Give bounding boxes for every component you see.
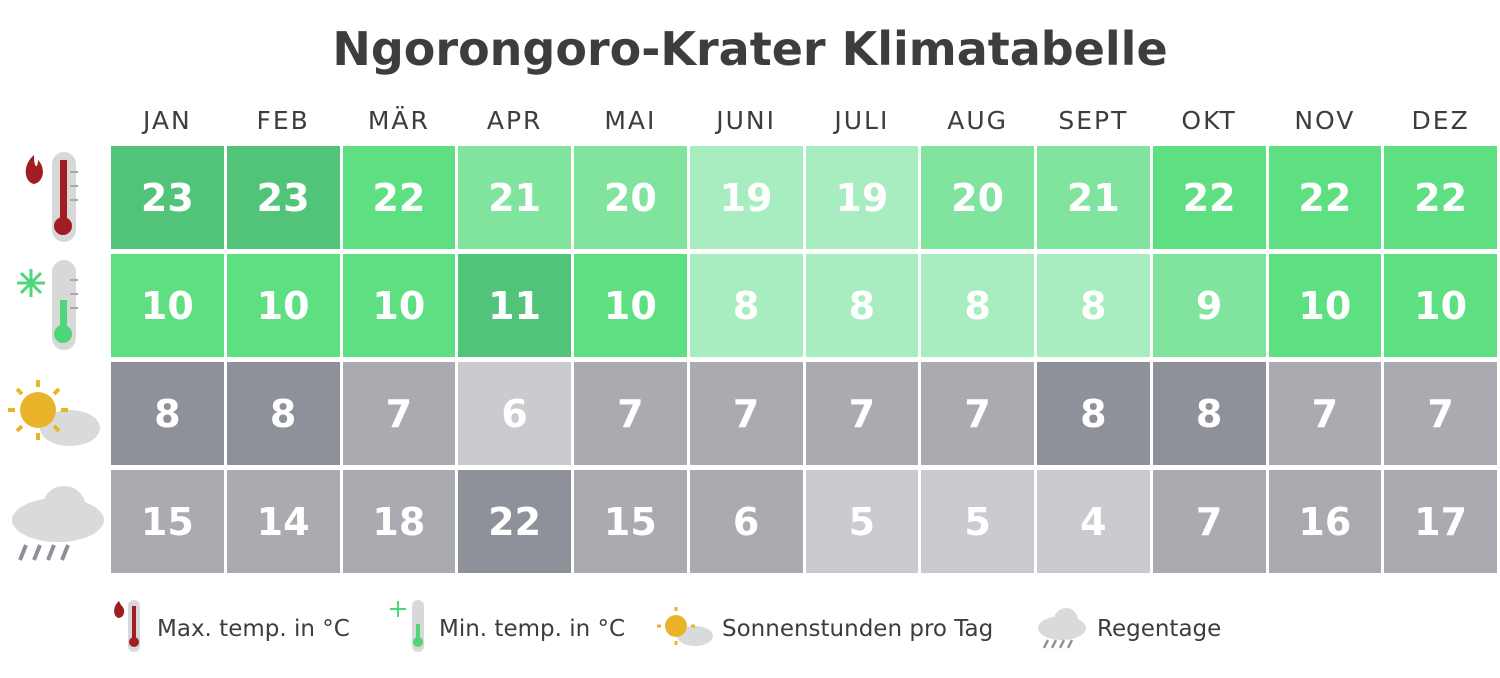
value-cell: 8 bbox=[1037, 254, 1150, 357]
icon-rain bbox=[12, 486, 104, 561]
value-cell: 17 bbox=[1384, 470, 1497, 573]
value-cell: 4 bbox=[1037, 470, 1150, 573]
value-cell: 5 bbox=[921, 470, 1034, 573]
value-cell: 10 bbox=[226, 254, 340, 357]
month-label: JAN bbox=[143, 106, 192, 135]
value-cell: 23 bbox=[111, 146, 224, 249]
legend-icon-rain bbox=[1038, 608, 1086, 649]
month-label: APR bbox=[486, 106, 543, 135]
value-cell: 8 bbox=[1152, 362, 1266, 465]
value-cell: 7 bbox=[921, 362, 1034, 465]
value-cell: 7 bbox=[689, 362, 803, 465]
value-cell: 8 bbox=[921, 254, 1034, 357]
month-label: MÄR bbox=[367, 106, 430, 135]
month-label: JULI bbox=[834, 106, 890, 135]
value-cell: 7 bbox=[1384, 362, 1497, 465]
value-cell: 19 bbox=[689, 146, 803, 249]
value-cell: 11 bbox=[458, 254, 571, 357]
value-cell: 21 bbox=[1037, 146, 1150, 249]
value-cell: 22 bbox=[458, 470, 571, 573]
value-cell: 15 bbox=[111, 470, 224, 573]
value-cell: 6 bbox=[689, 470, 803, 573]
value-cell: 15 bbox=[574, 470, 687, 573]
month-label: DEZ bbox=[1411, 106, 1470, 135]
legend-icon-min bbox=[390, 600, 424, 652]
legend-label: Sonnenstunden pro Tag bbox=[722, 616, 994, 642]
value-cell: 7 bbox=[342, 362, 456, 465]
value-cell: 10 bbox=[342, 254, 456, 357]
icon-max-temp bbox=[25, 152, 78, 242]
icon-sun bbox=[8, 380, 100, 446]
value-cell: 8 bbox=[805, 254, 919, 357]
value-cell: 21 bbox=[458, 146, 571, 249]
month-label: SEPT bbox=[1058, 106, 1129, 135]
value-cell: 7 bbox=[1268, 362, 1382, 465]
month-label: OKT bbox=[1181, 106, 1237, 135]
value-cell: 16 bbox=[1268, 470, 1382, 573]
value-cell: 5 bbox=[805, 470, 919, 573]
value-cell: 22 bbox=[1152, 146, 1266, 249]
value-cell: 22 bbox=[1268, 146, 1382, 249]
legend-icon-max bbox=[114, 600, 140, 652]
month-label: MAI bbox=[604, 106, 657, 135]
value-cell: 20 bbox=[574, 146, 687, 249]
icon-min-temp bbox=[17, 260, 78, 350]
value-cell: 8 bbox=[689, 254, 803, 357]
value-cell: 22 bbox=[1384, 146, 1497, 249]
value-cell: 8 bbox=[226, 362, 340, 465]
value-cell: 14 bbox=[226, 470, 340, 573]
value-cell: 6 bbox=[458, 362, 571, 465]
value-cell: 8 bbox=[1037, 362, 1150, 465]
value-cell: 23 bbox=[226, 146, 340, 249]
value-cell: 10 bbox=[111, 254, 224, 357]
legend-label: Max. temp. in °C bbox=[157, 616, 350, 642]
value-cell: 10 bbox=[574, 254, 687, 357]
legend-icon-sun bbox=[657, 607, 713, 646]
value-cell: 10 bbox=[1384, 254, 1497, 357]
value-cell: 8 bbox=[111, 362, 224, 465]
month-label: JUNI bbox=[716, 106, 776, 135]
month-label: FEB bbox=[256, 106, 310, 135]
value-cell: 22 bbox=[342, 146, 456, 249]
value-cell: 18 bbox=[342, 470, 456, 573]
month-label: AUG bbox=[947, 106, 1009, 135]
value-cell: 19 bbox=[805, 146, 919, 249]
legend-label: Regentage bbox=[1097, 616, 1222, 642]
legend-label: Min. temp. in °C bbox=[439, 616, 626, 642]
value-cell: 20 bbox=[921, 146, 1034, 249]
value-cell: 10 bbox=[1268, 254, 1382, 357]
value-cell: 7 bbox=[805, 362, 919, 465]
month-label: NOV bbox=[1294, 106, 1356, 135]
title: Ngorongoro-Krater Klimatabelle bbox=[332, 22, 1168, 76]
value-cell: 7 bbox=[574, 362, 687, 465]
value-cell: 7 bbox=[1152, 470, 1266, 573]
value-cell: 9 bbox=[1152, 254, 1266, 357]
